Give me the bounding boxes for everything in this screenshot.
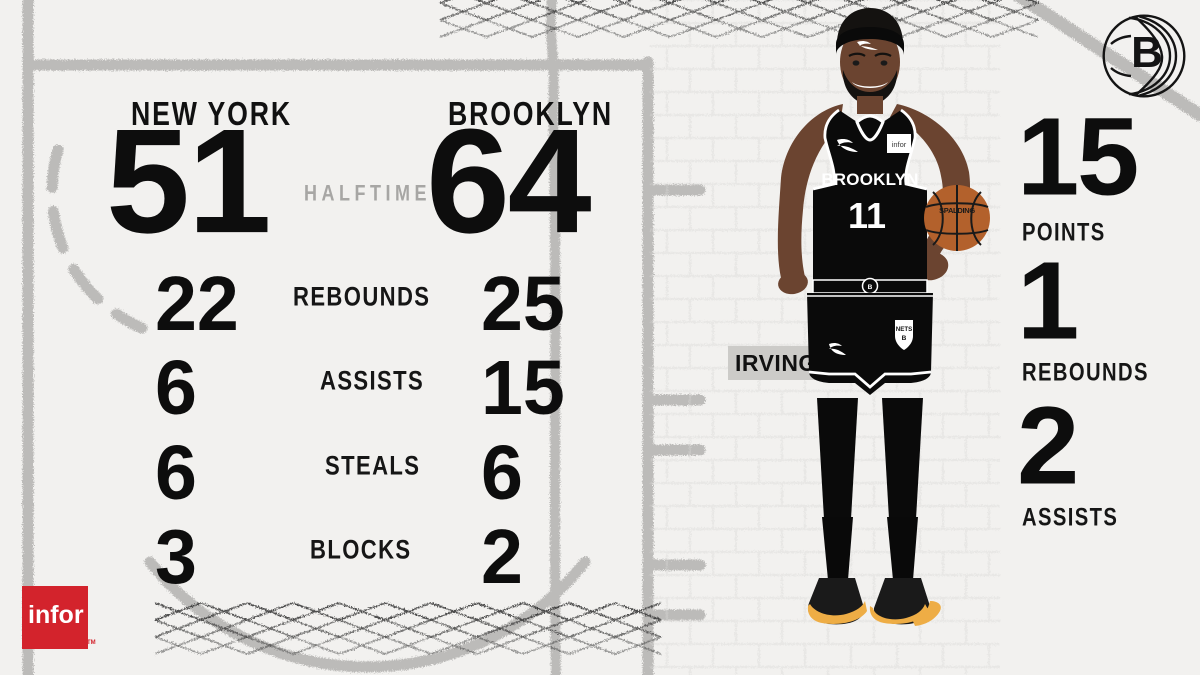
svg-text:11: 11	[848, 195, 886, 236]
svg-text:B: B	[902, 335, 907, 342]
svg-text:SPALDING: SPALDING	[939, 206, 975, 215]
svg-text:infor: infor	[892, 140, 907, 149]
svg-text:NETS: NETS	[896, 326, 913, 333]
svg-text:IRVING: IRVING	[735, 350, 817, 376]
svg-text:B: B	[868, 284, 873, 291]
svg-text:BROOKLYN: BROOKLYN	[821, 170, 918, 189]
